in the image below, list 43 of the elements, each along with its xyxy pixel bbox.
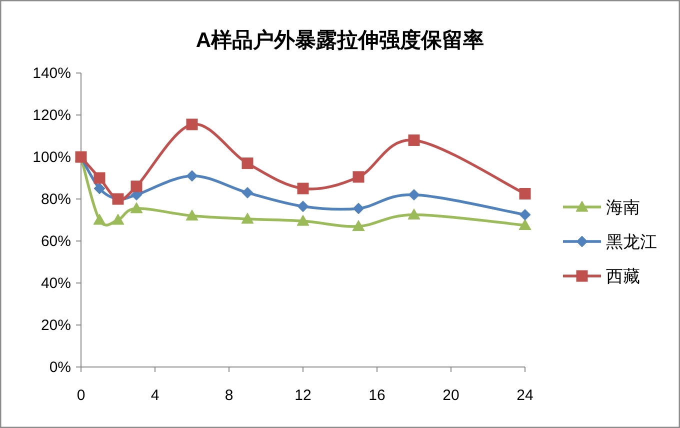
point xyxy=(186,210,198,221)
point xyxy=(241,212,254,224)
ytick: 0% xyxy=(49,359,71,376)
xtick: 12 xyxy=(294,387,312,404)
point xyxy=(93,214,106,225)
xtick: 8 xyxy=(224,387,234,404)
point xyxy=(297,182,309,194)
point xyxy=(518,219,532,230)
point xyxy=(130,202,143,214)
point xyxy=(94,172,106,184)
point xyxy=(408,134,420,146)
ytick: 80% xyxy=(40,191,71,208)
point xyxy=(242,186,254,198)
point xyxy=(94,182,106,194)
ytick: 100% xyxy=(32,149,71,166)
ytick: 60% xyxy=(40,233,71,250)
point xyxy=(297,200,309,212)
legend-label: 黑龙江 xyxy=(606,232,657,252)
ytick: 20% xyxy=(40,317,71,334)
legend-label: 海南 xyxy=(606,198,640,217)
xtick: 0 xyxy=(76,387,86,404)
point xyxy=(352,171,364,183)
point xyxy=(130,180,142,192)
point xyxy=(519,188,531,200)
point xyxy=(519,209,531,220)
point xyxy=(408,189,420,201)
point xyxy=(352,220,365,232)
ytick: 140% xyxy=(32,65,71,82)
point xyxy=(408,208,420,220)
point xyxy=(112,214,124,225)
point xyxy=(352,202,364,214)
xtick: 16 xyxy=(368,387,386,404)
point xyxy=(242,158,254,170)
xtick: 4 xyxy=(150,387,160,404)
xtick: 20 xyxy=(442,387,460,404)
point xyxy=(186,170,198,182)
legend-label: 西藏 xyxy=(606,267,640,286)
point xyxy=(186,118,198,130)
title: A样品户外暴露拉伸强度保留率 xyxy=(196,29,484,52)
ytick: 120% xyxy=(32,107,71,124)
xtick: 24 xyxy=(516,387,534,404)
point xyxy=(296,214,310,226)
ytick: 40% xyxy=(40,275,71,292)
